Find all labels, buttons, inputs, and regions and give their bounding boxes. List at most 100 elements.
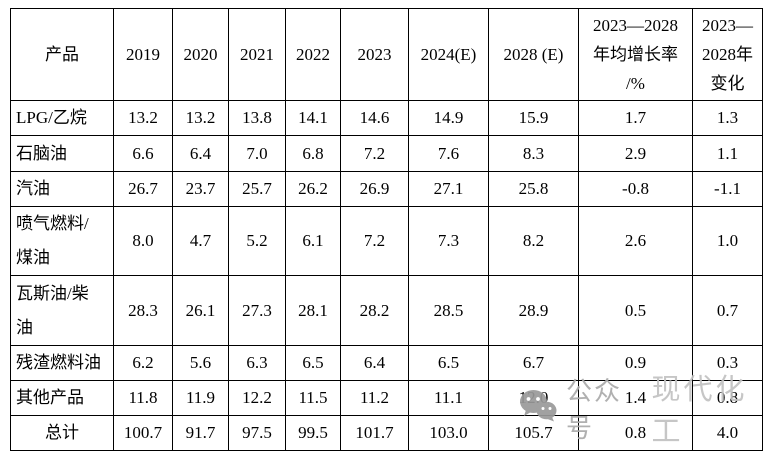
value-cell: 13.2 [172, 100, 229, 136]
value-cell: 13.2 [113, 100, 173, 136]
value-cell: 7.3 [408, 206, 489, 276]
value-cell: 2.6 [578, 206, 693, 276]
value-cell: 14.1 [285, 100, 341, 136]
value-cell: 25.8 [488, 171, 579, 207]
value-cell: 8.2 [488, 206, 579, 276]
table-row: 总计 100.7 91.7 97.5 99.5 101.7 103.0 105.7 0.8 4.0 [10, 415, 763, 451]
column-header: 2024(E) [408, 8, 489, 101]
table-row: 汽油 26.7 23.7 25.7 26.2 26.9 27.1 25.8 -0.8 -1.1 [10, 171, 763, 207]
value-cell: 6.6 [113, 135, 173, 172]
value-cell: 1.1 [692, 135, 763, 172]
value-cell: 8.0 [113, 206, 173, 276]
product-label: 残渣燃料油 [10, 345, 114, 381]
column-header: 2021 [228, 8, 286, 101]
value-cell: 6.8 [285, 135, 341, 172]
value-cell: 5.6 [172, 345, 229, 381]
value-cell: 12.2 [228, 380, 286, 416]
product-label: LPG/乙烷 [10, 100, 114, 136]
column-header: 2028 (E) [488, 8, 579, 101]
value-cell: 1.3 [692, 100, 763, 136]
value-cell: 6.7 [488, 345, 579, 381]
value-cell: 14.9 [408, 100, 489, 136]
value-cell: 11.9 [172, 380, 229, 416]
product-label: 喷气燃料/ 煤油 [10, 206, 114, 276]
product-column-header: 产品 [10, 8, 114, 101]
table-row: LPG/乙烷 13.2 13.2 13.8 14.1 14.6 14.9 15.9 1.7 1.3 [10, 100, 763, 136]
value-cell: 7.2 [340, 206, 409, 276]
column-header: 2023 [340, 8, 409, 101]
table-row: 其他产品 11.8 11.9 12.2 11.5 11.2 11.1 12.0 1.4 0.8 [10, 380, 763, 416]
value-cell: 11.1 [408, 380, 489, 416]
value-cell: 0.9 [578, 345, 693, 381]
value-cell: 4.0 [692, 415, 763, 451]
value-cell: 91.7 [172, 415, 229, 451]
column-header: 2022 [285, 8, 341, 101]
value-cell: 1.7 [578, 100, 693, 136]
value-cell: 28.5 [408, 275, 489, 346]
column-header: 2023— 2028年 变化 [692, 8, 763, 101]
value-cell: 101.7 [340, 415, 409, 451]
value-cell: 26.1 [172, 275, 229, 346]
table-row: 喷气燃料/ 煤油 8.0 4.7 5.2 6.1 7.2 7.3 8.2 2.6 1.0 [10, 206, 763, 276]
column-header: 2020 [172, 8, 229, 101]
product-label: 石脑油 [10, 135, 114, 172]
table-row: 石脑油 6.6 6.4 7.0 6.8 7.2 7.6 8.3 2.9 1.1 [10, 135, 763, 172]
value-cell: 1.4 [578, 380, 693, 416]
value-cell: 6.4 [340, 345, 409, 381]
column-header: 2019 [113, 8, 173, 101]
value-cell: 6.4 [172, 135, 229, 172]
value-cell: 103.0 [408, 415, 489, 451]
value-cell: 6.3 [228, 345, 286, 381]
value-cell: 11.2 [340, 380, 409, 416]
table-row: 瓦斯油/柴 油 28.3 26.1 27.3 28.1 28.2 28.5 28.9 0.5 0.… [10, 275, 763, 346]
column-header: 2023—2028 年均增长率 /% [578, 8, 693, 101]
value-cell: 105.7 [488, 415, 579, 451]
value-cell: 12.0 [488, 380, 579, 416]
value-cell: 7.0 [228, 135, 286, 172]
value-cell: -1.1 [692, 171, 763, 207]
value-cell: 26.9 [340, 171, 409, 207]
value-cell: 1.0 [692, 206, 763, 276]
value-cell: 6.5 [285, 345, 341, 381]
value-cell: 8.3 [488, 135, 579, 172]
value-cell: 26.7 [113, 171, 173, 207]
product-label: 汽油 [10, 171, 114, 207]
value-cell: 15.9 [488, 100, 579, 136]
value-cell: 0.7 [692, 275, 763, 346]
value-cell: 7.2 [340, 135, 409, 172]
value-cell: 5.2 [228, 206, 286, 276]
value-cell: 28.1 [285, 275, 341, 346]
value-cell: 4.7 [172, 206, 229, 276]
header-row: 产品 2019 2020 2021 2022 2023 2024(E) 2028 (E) 202… [10, 8, 763, 101]
value-cell: 6.2 [113, 345, 173, 381]
value-cell: 11.5 [285, 380, 341, 416]
table-row: 残渣燃料油 6.2 5.6 6.3 6.5 6.4 6.5 6.7 0.9 0.3 [10, 345, 763, 381]
product-label: 总计 [10, 415, 114, 451]
value-cell: -0.8 [578, 171, 693, 207]
value-cell: 99.5 [285, 415, 341, 451]
value-cell: 28.9 [488, 275, 579, 346]
value-cell: 6.5 [408, 345, 489, 381]
value-cell: 27.1 [408, 171, 489, 207]
value-cell: 25.7 [228, 171, 286, 207]
value-cell: 7.6 [408, 135, 489, 172]
value-cell: 14.6 [340, 100, 409, 136]
products-forecast-table: 产品 2019 2020 2021 2022 2023 2024(E) 2028 (E) 202… [10, 8, 763, 451]
value-cell: 6.1 [285, 206, 341, 276]
value-cell: 13.8 [228, 100, 286, 136]
value-cell: 97.5 [228, 415, 286, 451]
value-cell: 2.9 [578, 135, 693, 172]
value-cell: 28.3 [113, 275, 173, 346]
value-cell: 0.8 [578, 415, 693, 451]
value-cell: 11.8 [113, 380, 173, 416]
value-cell: 23.7 [172, 171, 229, 207]
value-cell: 0.5 [578, 275, 693, 346]
value-cell: 27.3 [228, 275, 286, 346]
value-cell: 26.2 [285, 171, 341, 207]
value-cell: 0.8 [692, 380, 763, 416]
value-cell: 0.3 [692, 345, 763, 381]
value-cell: 100.7 [113, 415, 173, 451]
value-cell: 28.2 [340, 275, 409, 346]
product-label: 其他产品 [10, 380, 114, 416]
product-label: 瓦斯油/柴 油 [10, 275, 114, 346]
